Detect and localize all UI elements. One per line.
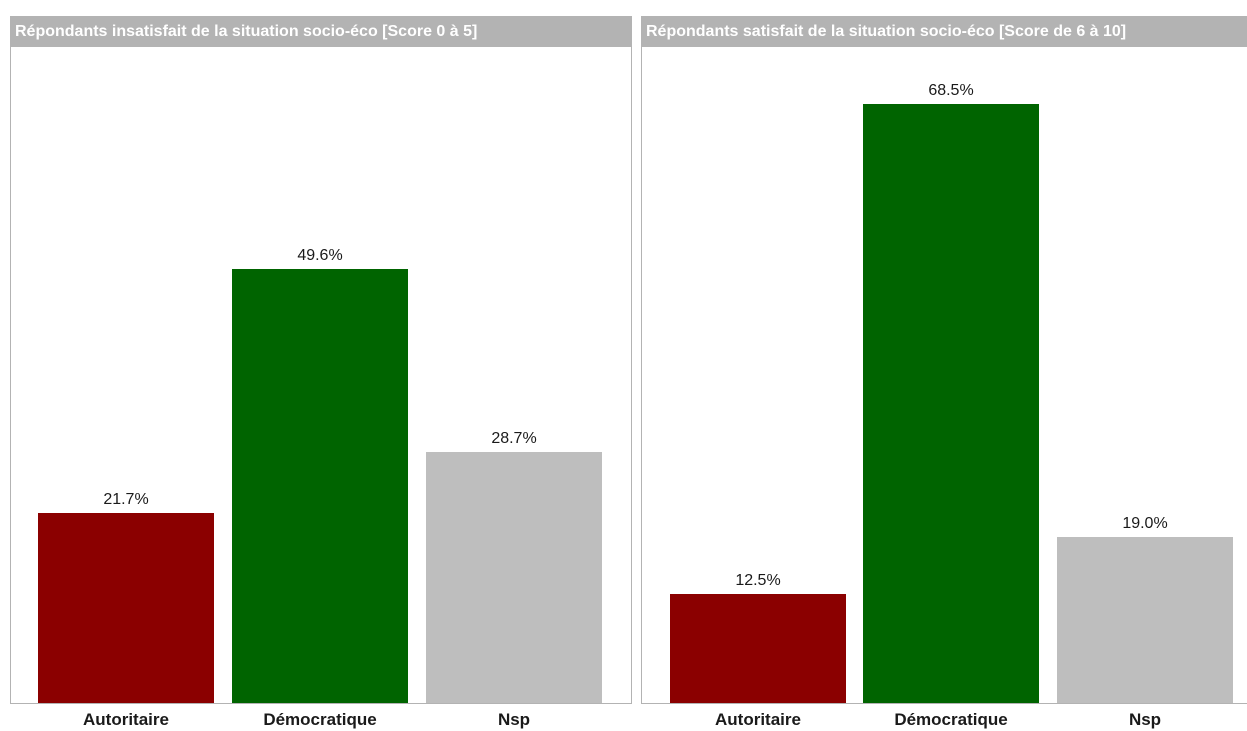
data-label: 49.6%: [297, 247, 343, 265]
x-tick-label: Démocratique: [263, 710, 377, 729]
bar-dmocratique: [863, 104, 1039, 703]
bar-autoritaire: [38, 513, 214, 703]
page-title-clipped: [0, 0, 1247, 9]
data-label: 68.5%: [928, 82, 974, 100]
x-tick-label: Nsp: [1128, 710, 1162, 729]
bar-nsp: [1057, 536, 1233, 703]
plot-area: 12.5% 68.5% 19.0%: [642, 47, 1247, 703]
plot-area: 21.7% 49.6% 28.7%: [11, 47, 631, 703]
x-tick-label: Nsp: [497, 710, 531, 729]
facet-panel-satisfait: Répondants satisfait de la situation soc…: [641, 16, 1247, 704]
x-tick-label: Démocratique: [894, 710, 1008, 729]
facet-strip-title: Répondants insatisfait de la situation s…: [11, 17, 631, 47]
data-label: 19.0%: [1122, 514, 1168, 532]
data-label: 21.7%: [103, 491, 149, 509]
facet-panel-insatisfait: Répondants insatisfait de la situation s…: [10, 16, 632, 704]
bar-autoritaire: [670, 593, 846, 703]
x-tick-label: Autoritaire: [715, 710, 801, 729]
data-label: 28.7%: [491, 430, 537, 448]
x-tick-label: Autoritaire: [83, 710, 169, 729]
data-label: 12.5%: [735, 571, 781, 589]
facet-strip-title: Répondants satisfait de la situation soc…: [642, 17, 1247, 47]
bar-nsp: [426, 452, 602, 703]
bar-dmocratique: [232, 269, 408, 703]
